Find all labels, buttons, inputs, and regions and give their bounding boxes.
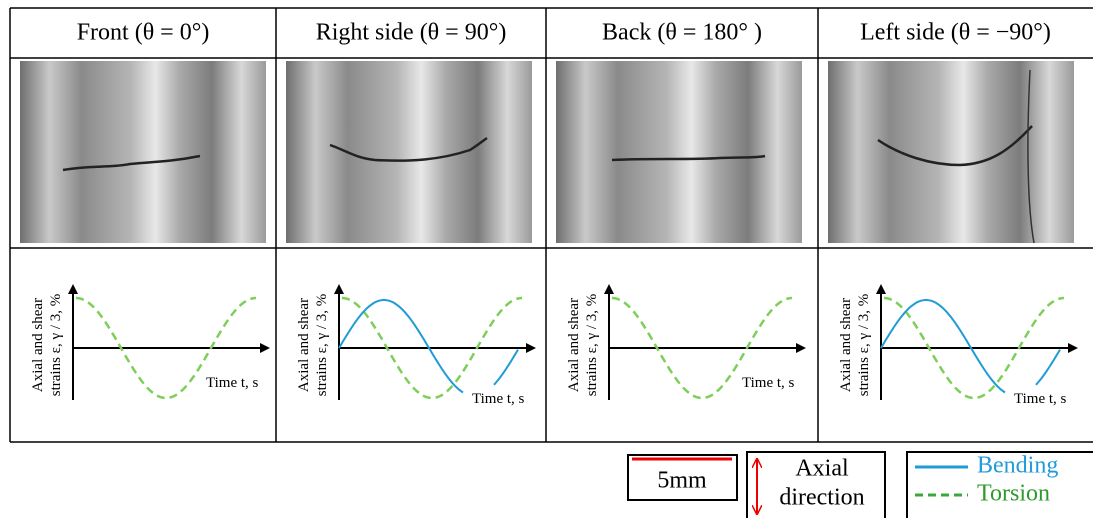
y-axis-label: strains ε, γ / 3, % [48, 294, 64, 397]
torsion-curve [611, 296, 793, 400]
x-axis-label: Time t, s [472, 391, 525, 407]
legend-torsion: Torsion [977, 481, 1050, 507]
torsion-curve [341, 296, 523, 400]
legend: 5mm Axial direction Bending Torsion [627, 451, 1093, 518]
crack [877, 125, 1033, 167]
bending-curve [880, 299, 1006, 394]
x-axis-label: Time t, s [206, 375, 259, 391]
x-axis-label: Time t, s [1014, 391, 1067, 407]
legend-bending: Bending [977, 453, 1058, 479]
column-header: Front (θ = 0°) [77, 20, 210, 46]
column-header: Right side (θ = 90°) [316, 20, 507, 46]
x-axis-label: Time t, s [742, 375, 795, 391]
bending-curve [493, 349, 519, 386]
y-axis-label: strains ε, γ / 3, % [584, 294, 600, 397]
bending-curve [338, 299, 464, 394]
direction-label: direction [779, 485, 864, 511]
torsion-curve [75, 296, 257, 400]
y-axis-label: Axial and shear [30, 298, 46, 392]
photo [20, 61, 266, 243]
y-axis-label: strains ε, γ / 3, % [314, 294, 330, 397]
photo [828, 61, 1074, 243]
column-header: Back (θ = 180° ) [602, 20, 762, 46]
table-grid [9, 7, 1093, 443]
y-axis-label: Axial and shear [296, 298, 312, 392]
photo [286, 61, 532, 243]
scale-bar-label: 5mm [657, 468, 707, 494]
crack [329, 136, 488, 162]
column-header: Left side (θ = −90°) [860, 20, 1051, 46]
y-axis-label: strains ε, γ / 3, % [856, 294, 872, 397]
torsion-curve [883, 296, 1065, 400]
y-axis-label: Axial and shear [838, 298, 854, 392]
direction-label: Axial [795, 456, 849, 482]
crack [62, 154, 201, 172]
bending-curve [1035, 349, 1061, 386]
photo [556, 61, 802, 243]
crack [611, 154, 766, 162]
tube-edge [1027, 69, 1035, 244]
y-axis-label: Axial and shear [566, 298, 582, 392]
